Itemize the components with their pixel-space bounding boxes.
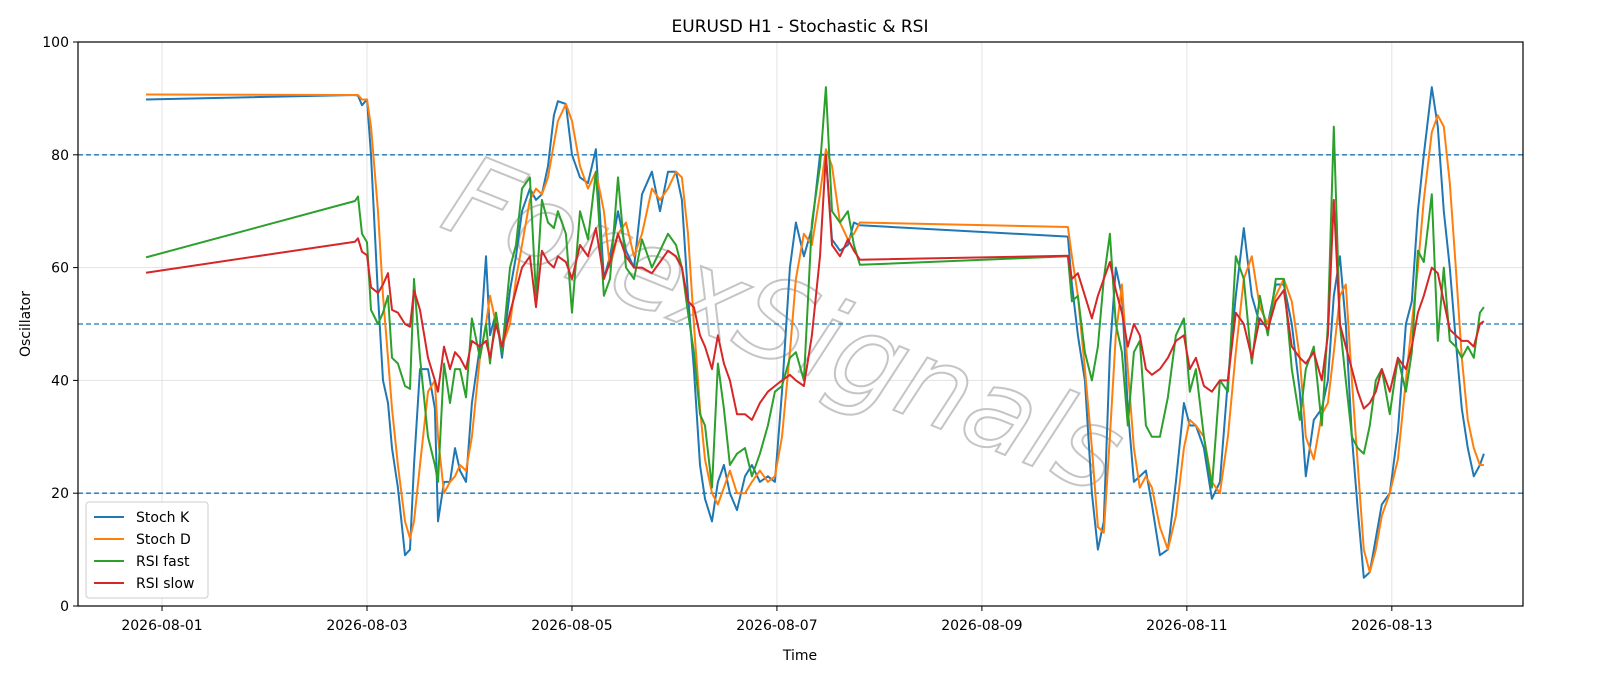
series-line — [145, 86, 1485, 579]
series-line — [145, 153, 1485, 421]
x-tick-label: 2026-08-09 — [941, 618, 1022, 634]
y-axis-label: Oscillator — [18, 291, 34, 357]
y-tick-label: 40 — [51, 373, 69, 389]
legend-label: Stoch D — [136, 532, 191, 548]
y-tick-label: 100 — [42, 35, 69, 51]
x-tick-label: 2026-08-03 — [326, 618, 407, 634]
legend-box — [85, 501, 209, 599]
legend: Stoch K Stoch D RSI fast RSI slow — [85, 501, 209, 599]
watermark: ForexSignals — [428, 130, 1141, 519]
y-tick-label: 80 — [51, 148, 69, 164]
legend-label: RSI fast — [136, 554, 190, 570]
y-tick-label: 0 — [60, 599, 69, 615]
series-line — [145, 93, 1484, 574]
legend-label: RSI slow — [136, 576, 194, 592]
x-tick-label: 2026-08-11 — [1146, 618, 1227, 634]
plot-frame — [77, 41, 1524, 607]
legend-label: Stoch K — [136, 510, 190, 526]
y-tick-label: 20 — [51, 486, 69, 502]
x-tick-label: 2026-08-13 — [1351, 618, 1432, 634]
x-tick-label: 2026-08-07 — [736, 618, 817, 634]
x-tick-label: 2026-08-05 — [531, 618, 612, 634]
x-tick-label: 2026-08-01 — [121, 618, 202, 634]
y-tick-label: 60 — [51, 261, 69, 277]
chart-title: EURUSD H1 - Stochastic & RSI — [672, 17, 929, 37]
x-axis-label: Time — [782, 648, 817, 664]
